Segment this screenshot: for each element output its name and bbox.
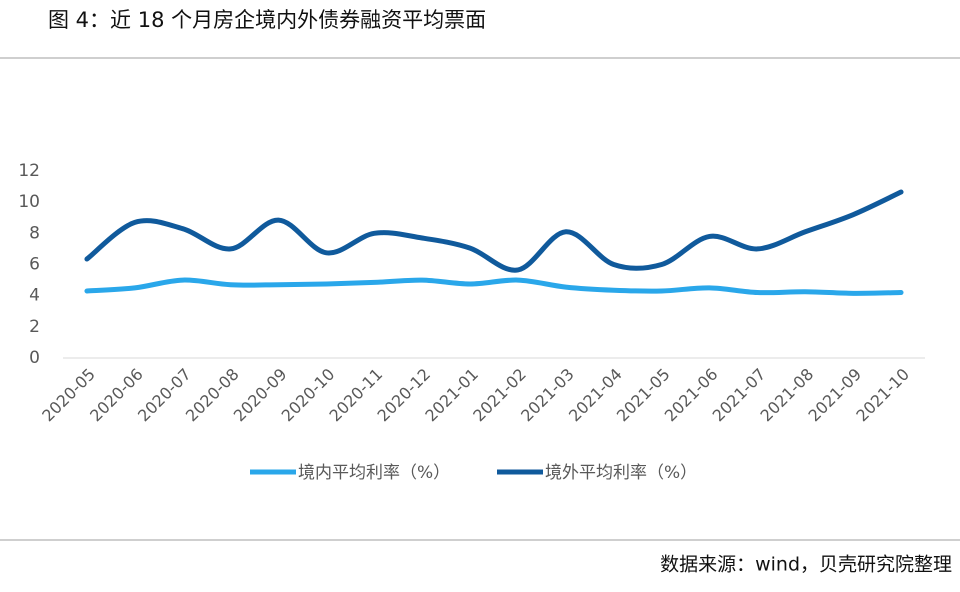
y-tick-label: 2 (29, 317, 40, 337)
legend-label: 境内平均利率（%） (298, 463, 450, 483)
legend-label: 境外平均利率（%） (545, 463, 697, 483)
y-tick-label: 12 (18, 161, 40, 181)
y-tick-label: 4 (29, 286, 40, 306)
series-line (84, 277, 904, 296)
y-tick-label: 6 (29, 255, 40, 275)
y-tick-label: 0 (29, 348, 40, 368)
series-line (84, 189, 904, 273)
y-tick-label: 10 (18, 192, 40, 212)
source-note: 数据来源：wind，贝壳研究院整理 (660, 554, 952, 576)
chart-title: 图 4：近 18 个月房企境内外债券融资平均票面 (48, 8, 486, 32)
x-tick-label: 2021-10 (852, 365, 913, 426)
y-tick-label: 8 (29, 223, 40, 243)
